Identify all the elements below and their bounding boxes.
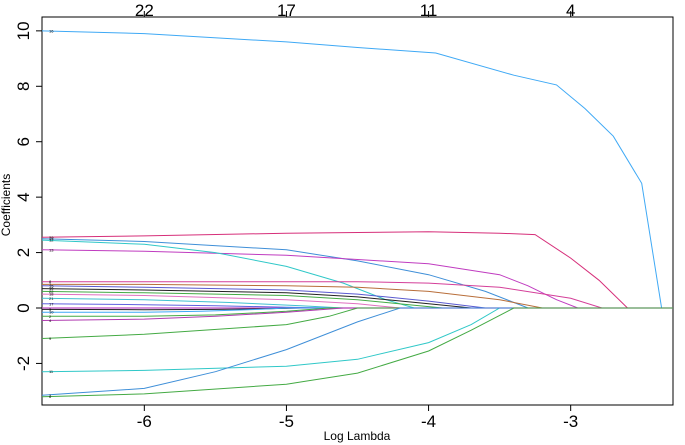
series-label-17: 17 bbox=[49, 301, 54, 306]
series-label-22: 22 bbox=[49, 289, 54, 294]
series-line-16 bbox=[41, 30, 673, 309]
series-label-20: 20 bbox=[49, 235, 54, 240]
series-line-11 bbox=[41, 307, 673, 373]
top-tick-label: 11 bbox=[420, 1, 438, 20]
series-label-12: 12 bbox=[49, 238, 54, 243]
series-label-19: 19 bbox=[49, 286, 54, 291]
series-label-4: 4 bbox=[49, 318, 52, 323]
series-label-1: 1 bbox=[49, 393, 52, 398]
series-label-7: 7 bbox=[49, 282, 52, 287]
series-line-20 bbox=[41, 231, 673, 309]
series-line-8 bbox=[42, 281, 673, 309]
series-label-8: 8 bbox=[49, 279, 52, 284]
series-label-9: 9 bbox=[49, 336, 52, 341]
x-tick-label: -6 bbox=[137, 412, 152, 431]
series-label-11: 11 bbox=[49, 369, 54, 374]
x-tick-label: -4 bbox=[421, 412, 436, 431]
y-tick-label: 0 bbox=[14, 303, 33, 312]
series-line-13 bbox=[41, 249, 673, 309]
series-label-18: 18 bbox=[49, 292, 54, 297]
y-tick-label: 8 bbox=[14, 82, 33, 91]
top-tick-label: 22 bbox=[135, 1, 154, 20]
series-label-13: 13 bbox=[49, 247, 54, 252]
series-label-10: 10 bbox=[49, 310, 54, 315]
y-tick-label: 2 bbox=[14, 248, 33, 257]
series-label-2: 2 bbox=[49, 314, 52, 319]
series-label-3: 3 bbox=[49, 307, 52, 312]
plot-box bbox=[41, 16, 674, 406]
series-label-16: 16 bbox=[49, 28, 54, 33]
series-line-7 bbox=[42, 283, 673, 309]
series-label-15: 15 bbox=[49, 283, 54, 288]
top-tick-label: 4 bbox=[566, 1, 575, 20]
series-line-1 bbox=[41, 307, 673, 396]
x-axis-title: Log Lambda bbox=[324, 429, 391, 443]
x-tick-label: -3 bbox=[563, 412, 578, 431]
series-label-6: 6 bbox=[49, 394, 52, 399]
series-line-17 bbox=[41, 303, 673, 309]
y-tick-label: -2 bbox=[14, 356, 33, 371]
series-line-6 bbox=[41, 307, 673, 398]
y-axis-title: Coefficients bbox=[0, 174, 13, 236]
y-tick-label: 6 bbox=[14, 137, 33, 146]
series-label-14: 14 bbox=[49, 236, 54, 241]
x-tick-label: -5 bbox=[279, 412, 294, 431]
series-label-21: 21 bbox=[49, 296, 54, 301]
series-line-14 bbox=[41, 238, 673, 309]
y-tick-label: 10 bbox=[14, 21, 33, 40]
y-tick-label: 4 bbox=[14, 192, 33, 201]
series-line-12 bbox=[41, 239, 673, 309]
top-tick-label: 17 bbox=[277, 1, 296, 20]
